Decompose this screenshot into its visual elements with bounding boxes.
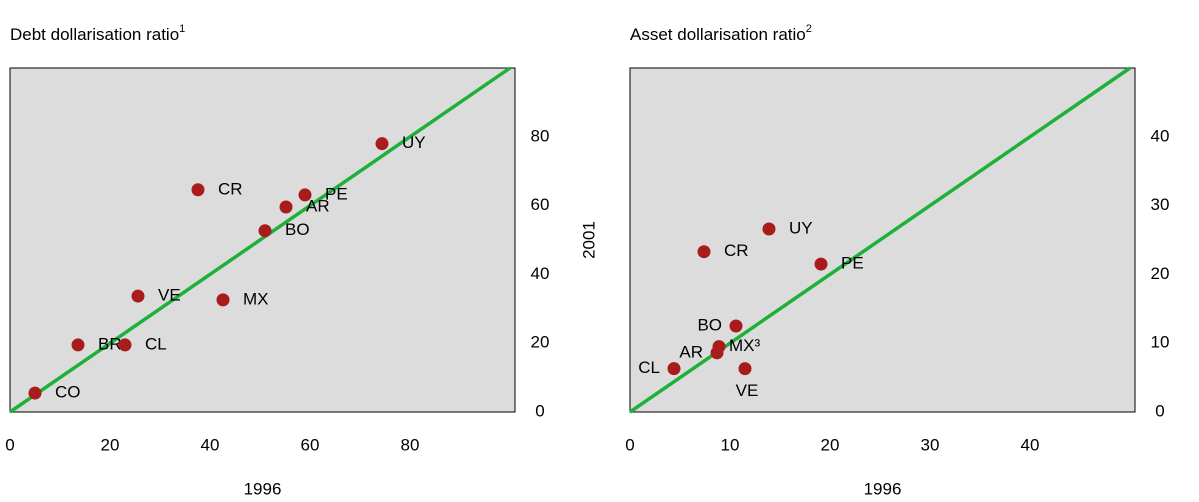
point — [279, 200, 293, 214]
point-label: CO — [55, 383, 81, 402]
point — [738, 362, 752, 376]
point — [118, 338, 132, 352]
x-axis-label: 1996 — [244, 479, 282, 497]
x-tick-label: 20 — [101, 435, 120, 454]
point — [667, 362, 681, 376]
point-label: BO — [697, 315, 722, 334]
y-tick-label: 80 — [531, 126, 550, 145]
point — [375, 137, 389, 151]
point-label: UY — [402, 133, 426, 152]
y-tick-label: 20 — [531, 333, 550, 352]
point-label: BO — [285, 220, 310, 239]
x-tick-label: 30 — [921, 435, 940, 454]
point-label: CL — [638, 358, 660, 377]
diagonal-line — [9, 66, 511, 414]
point — [729, 319, 743, 333]
x-tick-label: 0 — [5, 435, 14, 454]
point-label: UY — [789, 218, 813, 237]
y-tick-label: 40 — [1151, 126, 1170, 145]
x-tick-label: 10 — [721, 435, 740, 454]
point-label: CL — [145, 334, 167, 353]
point-label: VE — [158, 286, 181, 305]
point — [712, 340, 726, 354]
point-label: MX³ — [729, 336, 761, 355]
x-tick-label: 40 — [201, 435, 220, 454]
x-axis-label: 1996 — [864, 479, 902, 497]
x-tick-label: 80 — [401, 435, 420, 454]
point — [131, 289, 145, 303]
y-tick-label: 0 — [1155, 401, 1164, 420]
chart-title: Asset dollarisation ratio2 — [630, 23, 812, 45]
point-label: PE — [325, 184, 348, 203]
point-label: CR — [724, 241, 749, 260]
point — [298, 188, 312, 202]
point — [28, 386, 42, 400]
y-axis-label: 2001 — [579, 221, 598, 259]
y-tick-label: 0 — [535, 401, 544, 420]
y-tick-label: 10 — [1151, 333, 1170, 352]
title-text: Debt dollarisation ratio — [10, 25, 179, 44]
x-tick-label: 40 — [1021, 435, 1040, 454]
point-label: PE — [841, 254, 864, 273]
point — [258, 224, 272, 238]
point-label: CR — [218, 179, 243, 198]
title-note: 1 — [179, 23, 185, 35]
chart-title: Debt dollarisation ratio1 — [10, 23, 185, 45]
point — [191, 183, 205, 197]
point — [216, 293, 230, 307]
point-label: BR — [98, 334, 122, 353]
title-text: Asset dollarisation ratio — [630, 25, 806, 44]
point — [814, 257, 828, 271]
y-tick-label: 40 — [531, 264, 550, 283]
point — [71, 338, 85, 352]
point-label: AR — [679, 342, 703, 361]
y-tick-label: 30 — [1151, 195, 1170, 214]
x-tick-label: 60 — [301, 435, 320, 454]
x-tick-label: 0 — [625, 435, 634, 454]
point-label: VE — [736, 381, 759, 400]
y-tick-label: 60 — [531, 195, 550, 214]
title-note: 2 — [806, 23, 812, 35]
point-label: AR — [306, 196, 330, 215]
x-tick-label: 20 — [821, 435, 840, 454]
point-label: MX — [243, 289, 269, 308]
point — [697, 245, 711, 259]
y-tick-label: 20 — [1151, 264, 1170, 283]
point — [762, 222, 776, 236]
